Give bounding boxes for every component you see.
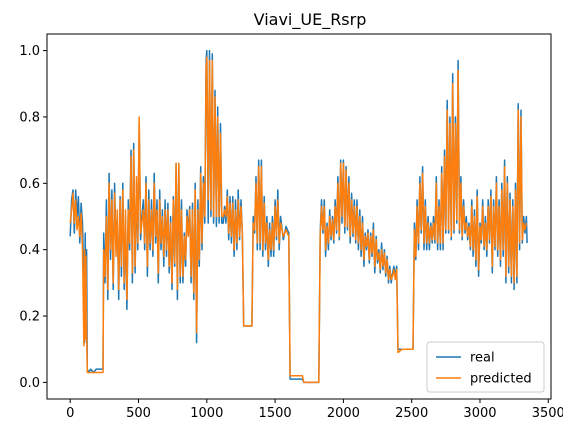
legend: real predicted — [426, 341, 545, 393]
y-tick-label: 0.6 — [19, 177, 40, 192]
plot-frame — [46, 33, 552, 400]
y-tick-label: 0.4 — [19, 243, 40, 258]
x-tick-label: 500 — [126, 406, 151, 421]
x-axis: 0 500 1000 1500 2000 2500 3000 3500 — [66, 399, 563, 421]
y-tick-label: 1.0 — [19, 44, 40, 59]
y-axis: 0.0 0.2 0.4 0.6 0.8 1.0 — [19, 44, 47, 391]
x-tick-label: 3000 — [463, 406, 496, 421]
x-tick-label: 1000 — [190, 406, 223, 421]
legend-box — [426, 341, 545, 393]
y-tick-label: 0.0 — [19, 376, 40, 391]
x-tick-label: 2000 — [327, 406, 360, 421]
legend-label-real: real — [470, 351, 495, 366]
y-tick-label: 0.8 — [19, 110, 40, 125]
y-tick-label: 0.2 — [19, 310, 40, 325]
series-line-predicted — [69, 56, 528, 384]
series-layer — [69, 49, 528, 384]
chart-title: Viavi_UE_Rsrp — [254, 10, 367, 30]
legend-label-predicted: predicted — [470, 372, 532, 387]
x-tick-label: 2500 — [395, 406, 428, 421]
x-tick-label: 1500 — [259, 406, 292, 421]
x-tick-label: 3500 — [532, 406, 563, 421]
x-tick-label: 0 — [66, 406, 74, 421]
